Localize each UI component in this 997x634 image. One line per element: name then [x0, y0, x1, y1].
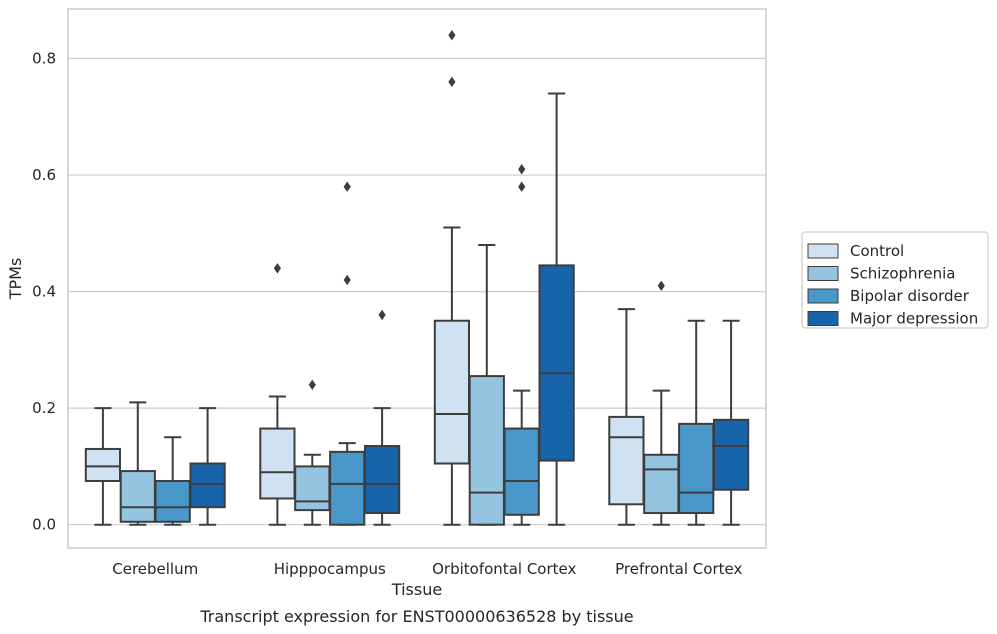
box-iqr [329, 450, 366, 526]
box-prefrontal-cortex-control [608, 308, 645, 526]
box-iqr [84, 447, 122, 482]
x-axis-label: Tissue [391, 580, 442, 599]
box-iqr [154, 479, 191, 523]
box-prefrontal-cortex-major-depression [712, 319, 750, 526]
x-tick-label: Orbitofontal Cortex [432, 560, 576, 578]
y-tick-label: 0.8 [32, 50, 56, 68]
box-groups [84, 30, 750, 526]
x-tick-label: Cerebellum [112, 560, 198, 578]
y-tick-label: 0.4 [32, 283, 56, 301]
box-iqr [712, 418, 750, 491]
outlier-point [448, 30, 456, 41]
legend-swatch [807, 288, 839, 304]
box-iqr [363, 445, 401, 515]
legend-frame [801, 231, 989, 329]
box-hipppocampus-bipolar-disorder [329, 181, 366, 526]
box-iqr [119, 470, 156, 523]
x-tick-label: Hipppocampus [274, 560, 386, 578]
box-orbitofontal-cortex-major-depression [538, 92, 575, 526]
legend: Control Schizophrenia Bipolar disorder Majo… [801, 231, 989, 329]
box-orbitofontal-cortex-schizophrenia [468, 243, 505, 526]
box-cerebellum-schizophrenia [119, 401, 156, 526]
box-iqr [468, 375, 505, 526]
outlier-point [657, 280, 665, 291]
legend-label: Major depression [850, 310, 978, 328]
y-axis-label: TPMs [6, 258, 25, 301]
box-hipppocampus-major-depression [363, 309, 401, 526]
box-iqr [433, 319, 471, 465]
box-hipppocampus-control [259, 263, 296, 526]
y-tick-label: 0.0 [32, 516, 56, 534]
legend-label: Bipolar disorder [850, 287, 970, 305]
box-iqr [259, 427, 296, 500]
chart-caption: Transcript expression for ENST0000063652… [199, 607, 633, 626]
box-prefrontal-cortex-bipolar-disorder [678, 319, 715, 526]
outlier-point [448, 76, 456, 88]
box-iqr [608, 415, 645, 506]
legend-label: Schizophrenia [850, 265, 955, 283]
legend-item-control: Control [807, 242, 904, 260]
box-iqr [294, 465, 331, 512]
y-tick-label: 0.6 [32, 166, 56, 184]
x-axis-ticks: Cerebellum Hipppocampus Orbitofontal Corte… [112, 560, 742, 578]
box-orbitofontal-cortex-bipolar-disorder [503, 164, 540, 526]
box-cerebellum-control [84, 407, 122, 526]
outlier-point [518, 181, 526, 192]
gridlines [68, 57, 766, 526]
legend-item-schizophrenia: Schizophrenia [807, 265, 955, 283]
legend-item-major-depression: Major depression [807, 310, 978, 328]
box-prefrontal-cortex-schizophrenia [643, 280, 680, 526]
legend-item-bipolar-disorder: Bipolar disorder [807, 287, 970, 305]
legend-label: Control [850, 242, 904, 260]
box-orbitofontal-cortex-control [433, 30, 471, 526]
plot-frame [67, 8, 767, 549]
y-axis-ticks: 0.0 0.2 0.4 0.6 0.8 [32, 50, 56, 534]
x-tick-label: Prefrontal Cortex [615, 560, 742, 578]
outlier-point [378, 309, 386, 321]
box-iqr [189, 462, 226, 509]
legend-swatch [807, 266, 839, 281]
outlier-point [518, 164, 526, 175]
box-iqr [643, 453, 680, 515]
outlier-point [343, 181, 351, 192]
box-hipppocampus-schizophrenia [294, 379, 331, 526]
box-iqr [678, 422, 715, 515]
outlier-point [273, 263, 281, 274]
box-cerebellum-major-depression [189, 407, 226, 526]
box-iqr [538, 264, 575, 462]
y-tick-label: 0.2 [32, 399, 56, 417]
outlier-point [308, 379, 316, 391]
legend-swatch [807, 243, 839, 259]
legend-swatch [807, 311, 839, 326]
outlier-point [343, 274, 351, 286]
box-iqr [503, 427, 540, 516]
box-cerebellum-bipolar-disorder [154, 436, 191, 526]
